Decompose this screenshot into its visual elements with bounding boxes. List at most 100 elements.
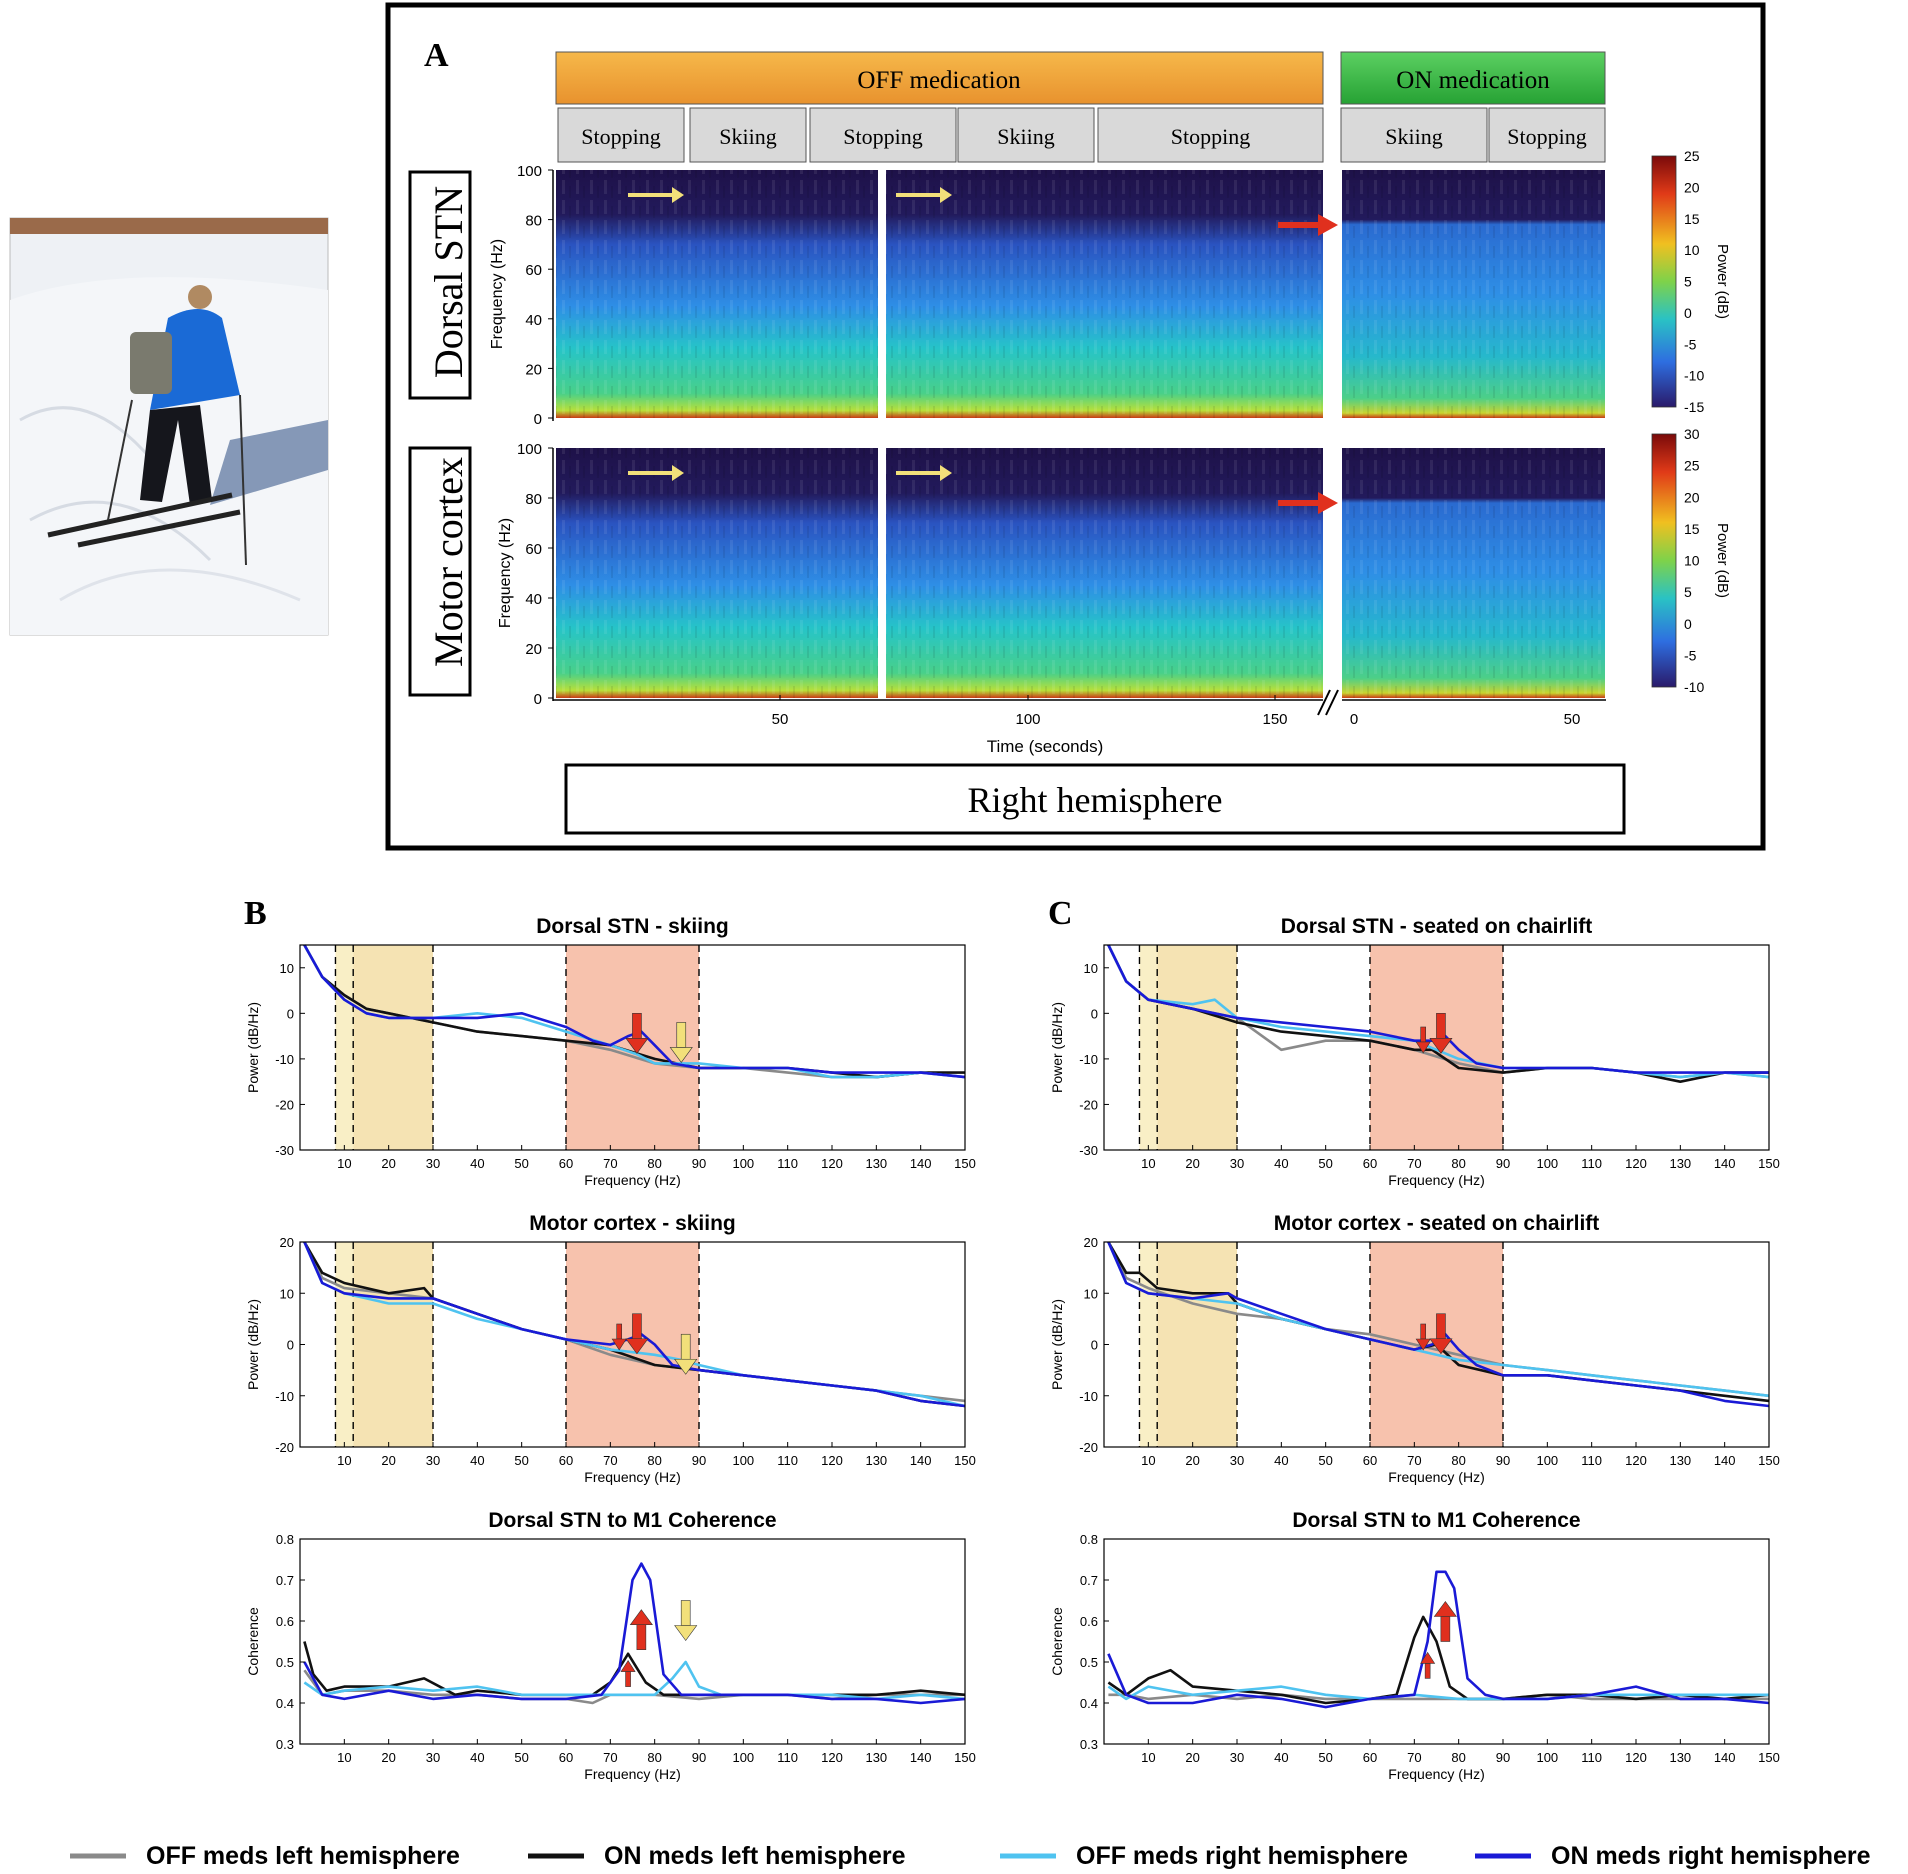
x-tick-label: 140 — [910, 1750, 932, 1765]
row-label-frame-m1 — [408, 446, 472, 697]
y-tick-label: 0 — [287, 1338, 294, 1353]
x-tick-label: 80 — [647, 1156, 661, 1171]
x-tick-label: 110 — [777, 1453, 798, 1468]
x-tick-label: 110 — [1581, 1453, 1602, 1468]
segment-box — [957, 107, 1095, 163]
y-tick-label: 0.5 — [1080, 1655, 1098, 1670]
annotation-arrow — [1424, 1663, 1431, 1679]
y-tick-label: 10 — [1084, 961, 1098, 976]
annotation-arrow — [616, 1323, 623, 1340]
frequency-band — [335, 1242, 354, 1447]
x-tick-label: 40 — [1274, 1156, 1288, 1171]
annotation-arrowhead — [674, 1358, 698, 1375]
x-axis-label: Frequency (Hz) — [1388, 1172, 1484, 1188]
colorbar — [1651, 155, 1677, 408]
plot-frame — [299, 944, 966, 1151]
y-tick-label: 0.8 — [1080, 1532, 1098, 1547]
annotation-arrowhead — [625, 1038, 649, 1054]
yellow-arrowhead — [672, 465, 684, 481]
series-line-on_right — [303, 1562, 966, 1705]
y-tick-label: 10 — [280, 961, 294, 976]
colorbar-tick-label: -5 — [1684, 336, 1697, 352]
x-tick-label: 100 — [1536, 1156, 1558, 1171]
x-tick-label: 20 — [1185, 1453, 1199, 1468]
chart-title: Dorsal STN - skiing — [536, 915, 729, 938]
x-tick-label: 60 — [559, 1750, 573, 1765]
annotation-arrow — [1420, 1323, 1426, 1340]
x-tick-label: 30 — [1230, 1453, 1244, 1468]
red-arrowhead — [1318, 214, 1338, 236]
chart-c3: 10 20 30 40 50 60 70 80 90 100 110 120 130 140 150 0.3 0… — [1049, 1509, 1780, 1782]
annotation-arrowhead — [611, 1338, 627, 1351]
segment-box — [689, 107, 807, 163]
x-tick-label: 120 — [1625, 1156, 1647, 1171]
annotation-arrow — [632, 1013, 642, 1039]
panel-a-label: A — [424, 37, 449, 74]
x-tick-label: 80 — [647, 1453, 661, 1468]
time-tick-label: 150 — [1262, 711, 1287, 728]
x-axis-label: Frequency (Hz) — [584, 1469, 680, 1485]
y-tick-label: 0.4 — [276, 1696, 294, 1711]
time-tick-label: 50 — [772, 711, 789, 728]
x-tick-label: 70 — [603, 1453, 617, 1468]
x-tick-label: 40 — [1274, 1750, 1288, 1765]
chart-title: Motor cortex - skiing — [529, 1212, 736, 1235]
x-tick-label: 90 — [1496, 1453, 1510, 1468]
x-tick-label: 120 — [821, 1453, 843, 1468]
x-tick-label: 10 — [337, 1156, 351, 1171]
series-line-on_right — [1107, 1241, 1770, 1408]
colorbar-tick-label: 5 — [1684, 274, 1692, 290]
x-tick-label: 70 — [1407, 1156, 1421, 1171]
annotation-arrowhead — [1415, 1041, 1431, 1054]
x-tick-label: 150 — [1758, 1750, 1780, 1765]
colorbar-tick-label: 5 — [1684, 584, 1692, 600]
segment-label: Skiing — [997, 124, 1054, 149]
y-tick-label: -20 — [1079, 1097, 1098, 1112]
plot-frame — [299, 1538, 966, 1745]
frequency-band — [1157, 1242, 1237, 1447]
x-tick-label: 90 — [692, 1453, 706, 1468]
y-tick-label: -30 — [1079, 1143, 1098, 1158]
frequency-band — [353, 1242, 433, 1447]
chart-b2: 10 20 30 40 50 60 70 80 90 100 110 120 130 140 150-20-… — [245, 1212, 976, 1485]
panel-b-label: B — [244, 895, 267, 932]
colorbar-tick-label: 25 — [1684, 148, 1700, 164]
annotation-arrowhead — [1420, 1651, 1436, 1664]
segment-label: Skiing — [1385, 124, 1442, 149]
on-medication-banner — [1340, 51, 1606, 105]
colorbar-tick-label: 25 — [1684, 458, 1700, 474]
panel-a: A OFF medication ON medication Stopping S… — [385, 2, 1766, 851]
spectrogram-y-label: Frequency (Hz) — [489, 239, 506, 349]
x-tick-label: 30 — [426, 1156, 440, 1171]
x-tick-label: 110 — [777, 1750, 798, 1765]
y-axis-label: Power (dB/Hz) — [1049, 1299, 1065, 1390]
y-tick-label: 10 — [280, 1286, 294, 1301]
colorbar-tick-label: 0 — [1684, 305, 1692, 321]
x-tick-label: 30 — [1230, 1156, 1244, 1171]
x-tick-label: 70 — [1407, 1750, 1421, 1765]
x-tick-label: 50 — [514, 1453, 528, 1468]
x-tick-label: 10 — [1141, 1453, 1155, 1468]
x-tick-label: 10 — [1141, 1156, 1155, 1171]
annotation-arrow — [676, 1022, 687, 1048]
y-tick-label: -10 — [1079, 1389, 1098, 1404]
x-tick-label: 60 — [1363, 1156, 1377, 1171]
yellow-arrowhead — [672, 187, 684, 203]
spectrogram-texture — [556, 170, 878, 418]
y-tick-label: 20 — [1084, 1235, 1098, 1250]
annotation-arrow — [632, 1313, 642, 1340]
segment-label: Skiing — [719, 124, 776, 149]
time-tick-label: 0 — [1350, 711, 1358, 728]
annotation-arrow — [625, 1671, 631, 1687]
spectrogram-y-tick-label: 0 — [534, 691, 542, 708]
x-tick-label: 140 — [910, 1156, 932, 1171]
spectrogram-y-tick-label: 60 — [525, 541, 542, 558]
x-axis-label: Frequency (Hz) — [1388, 1469, 1484, 1485]
x-tick-label: 50 — [514, 1156, 528, 1171]
x-tick-label: 140 — [1714, 1750, 1736, 1765]
x-tick-label: 30 — [1230, 1750, 1244, 1765]
x-tick-label: 100 — [732, 1453, 754, 1468]
x-tick-label: 10 — [1141, 1750, 1155, 1765]
annotation-arrowhead — [1429, 1038, 1453, 1054]
x-tick-label: 50 — [1318, 1156, 1332, 1171]
